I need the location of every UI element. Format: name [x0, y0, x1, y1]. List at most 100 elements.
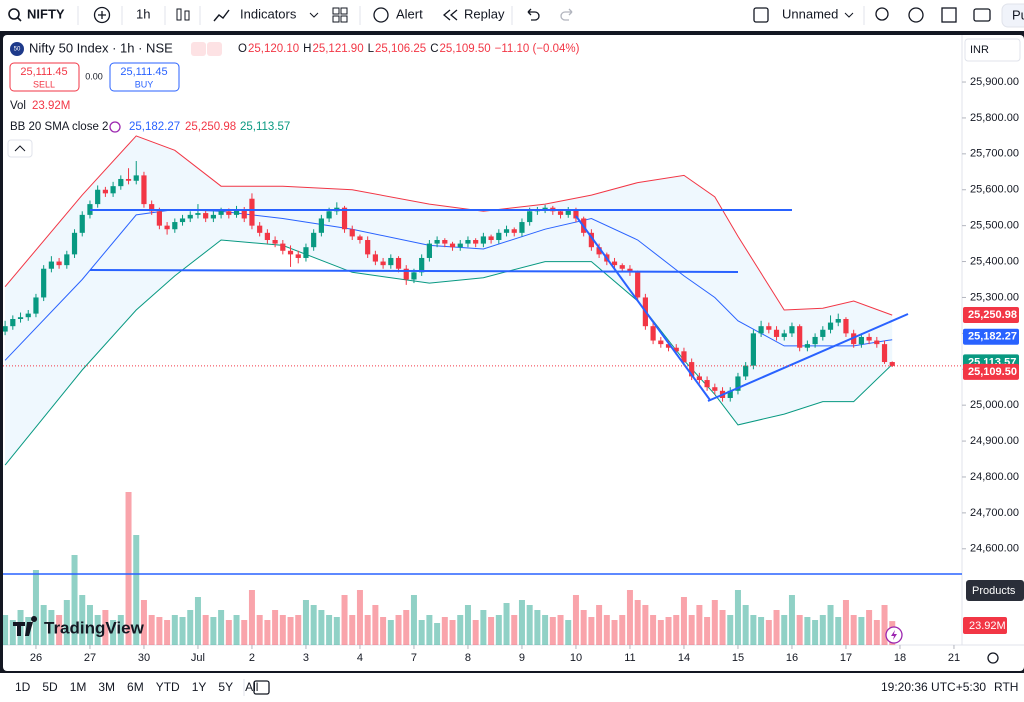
volume-bar [79, 595, 86, 645]
quick-search-button[interactable] [875, 7, 889, 21]
symbol-search[interactable]: NIFTY [8, 6, 65, 22]
layout-name-button[interactable]: Unnamed [753, 6, 854, 23]
indicators-button[interactable]: Indicators [213, 6, 297, 22]
range-button[interactable]: 5D [42, 680, 58, 694]
layouts-button[interactable] [332, 7, 348, 23]
range-button[interactable]: YTD [156, 680, 180, 694]
compare-button[interactable] [93, 6, 111, 24]
range-button[interactable]: 1D [15, 680, 31, 694]
volume-bar [202, 615, 209, 645]
redo-button[interactable] [560, 8, 573, 21]
chart-type-button[interactable] [176, 8, 190, 21]
price-tick-label: 24,600.00 [970, 543, 1019, 555]
date-range-button[interactable] [253, 680, 270, 695]
volume-bar [503, 603, 510, 645]
candle-body [658, 340, 664, 345]
candle-body [141, 175, 147, 205]
layout-icon [753, 7, 769, 23]
price-tag-text: 25,182.27 [968, 331, 1017, 343]
alert-button[interactable]: Alert [373, 6, 423, 23]
range-button[interactable]: 3M [98, 680, 115, 694]
settings-button[interactable] [908, 7, 924, 23]
candle-body [758, 326, 764, 334]
candle-body [627, 268, 633, 273]
volume-bar [858, 617, 865, 645]
candle-body [164, 225, 170, 230]
candle-body [681, 351, 687, 363]
candle-body [295, 254, 301, 258]
volume-bar [32, 570, 39, 645]
candle-body [172, 222, 178, 230]
candle-body [179, 218, 186, 223]
search-icon-handle [17, 17, 22, 22]
time-axis-settings[interactable] [987, 652, 999, 664]
volume-bar [349, 615, 356, 645]
volume-bar [56, 615, 63, 645]
volume-bar [333, 617, 340, 645]
trend-line[interactable] [575, 215, 711, 401]
candle-body [843, 318, 849, 334]
candle-body [17, 317, 24, 319]
candle-body [781, 333, 787, 337]
ohlc-key: L [368, 43, 375, 55]
candle-body [689, 362, 695, 377]
candle-body [727, 390, 733, 398]
candle-body [149, 204, 155, 212]
volume-bar [125, 492, 132, 645]
fullscreen-button[interactable] [941, 7, 957, 23]
candle-body [133, 175, 139, 181]
time-tick-label: Jul [191, 652, 205, 664]
time-tick-label: 16 [786, 652, 798, 664]
volume-bar [102, 610, 109, 645]
price-tick-label: 24,700.00 [970, 507, 1019, 519]
volume-bar [734, 590, 741, 645]
band-fill [5, 135, 893, 466]
range-button[interactable]: 1M [70, 680, 87, 694]
ohlc-value: 25,109.50 [440, 43, 491, 55]
volume-bar [619, 615, 626, 645]
currency: INR [970, 44, 989, 56]
trend-line[interactable] [707, 313, 909, 402]
replay-button[interactable]: Replay [442, 6, 505, 21]
bb-settings-icon[interactable] [109, 121, 121, 133]
currency-button[interactable] [964, 38, 1021, 62]
buy-button[interactable]: 25,111.45 BUY [109, 62, 180, 92]
candle-icon [184, 10, 190, 21]
volume-bar [534, 610, 541, 645]
candle-body [511, 229, 517, 233]
dropdown-arrow[interactable] [309, 12, 319, 18]
volume-price-tag [963, 617, 1007, 634]
candle-body [881, 344, 888, 363]
snapshot-button[interactable] [973, 8, 991, 22]
candle-body [41, 268, 47, 298]
session[interactable]: RTH [994, 680, 1018, 694]
interval[interactable]: 1h [136, 6, 150, 21]
volume-bar [526, 605, 533, 645]
range-button[interactable]: 5Y [218, 680, 233, 694]
trend-line[interactable] [89, 269, 739, 273]
price-tag-text: 25,250.98 [968, 309, 1017, 321]
watermark-logo [13, 616, 38, 636]
range-button[interactable]: All [245, 680, 258, 694]
volume-bar [549, 617, 556, 645]
volume-bars [3, 492, 896, 645]
publish-button[interactable] [1001, 3, 1024, 28]
candle-body [311, 232, 317, 248]
bottom-toolbar: 19:20:36 UTC+5:30 RTH 1D 5D 1M 3M 6M YTD 1Y 5Y A… [0, 673, 1024, 702]
volume-bar [40, 605, 47, 645]
products-button[interactable] [966, 580, 1024, 601]
range-button[interactable]: 1Y [192, 680, 207, 694]
undo-button[interactable] [527, 8, 540, 21]
volume-bar [565, 620, 572, 645]
candle-icon [176, 8, 182, 21]
sell-button[interactable]: 25,111.45 SELL [9, 62, 80, 92]
volume-bar [773, 610, 780, 645]
collapse-legend-button[interactable] [7, 139, 33, 158]
candle-body [619, 265, 625, 269]
candle-body [403, 268, 409, 280]
volume-bar [410, 595, 417, 645]
range-button[interactable]: 6M [127, 680, 144, 694]
volume-bar [194, 597, 201, 645]
candle-body [372, 254, 378, 262]
